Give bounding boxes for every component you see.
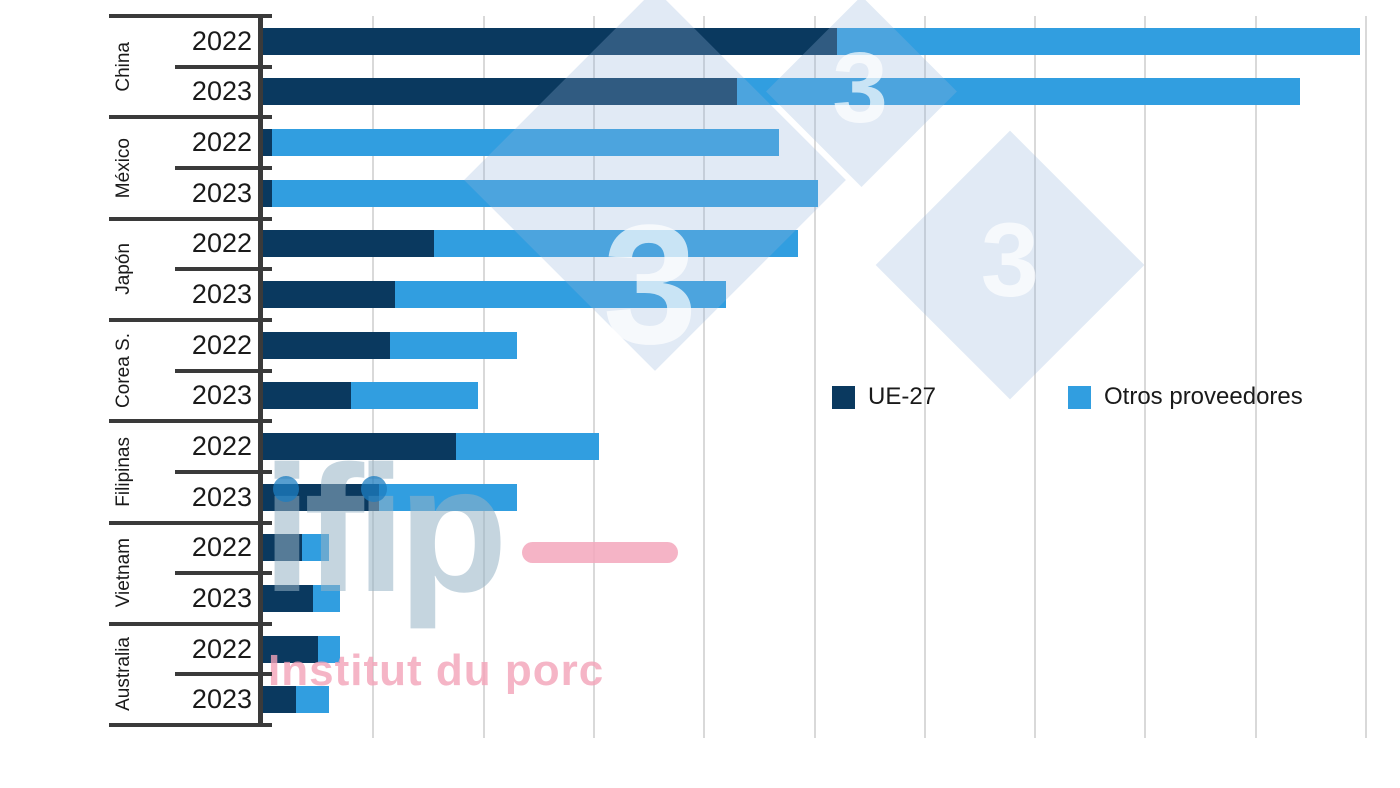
- bar-segment-Otros proveedores: [433, 230, 798, 258]
- group-separator-2: [109, 216, 272, 221]
- bar-segment-Otros proveedores: [378, 483, 517, 511]
- bar-segment-Otros proveedores: [271, 129, 780, 157]
- gridline-8: [1144, 16, 1147, 738]
- bar-segment-UE-27: [263, 686, 297, 714]
- year-label-China-2023: 2023: [191, 76, 252, 107]
- year-label-Filipinas-2023: 2023: [191, 481, 252, 512]
- gridline-1: [372, 16, 375, 738]
- year-label-Filipinas-2022: 2022: [191, 431, 252, 461]
- bar-segment-UE-27: [263, 78, 738, 106]
- legend-swatch-ue27: [832, 385, 855, 409]
- year-separator-1: [175, 64, 272, 69]
- group-separator-4: [109, 419, 272, 424]
- bar-segment-UE-27: [263, 433, 457, 461]
- bar-row-6: [263, 281, 727, 309]
- bar-segment-UE-27: [263, 331, 390, 359]
- gridline-3: [592, 16, 595, 738]
- axis-top-border: [109, 14, 272, 18]
- bar-row-1: [263, 27, 1361, 55]
- gridline-9: [1254, 16, 1257, 738]
- axis-bottom-border: [109, 723, 272, 728]
- year-label-Japón-2023: 2023: [191, 279, 252, 310]
- legend-swatch-otros: [1068, 385, 1091, 409]
- gridline-4: [703, 16, 706, 738]
- gridline-10: [1365, 16, 1367, 738]
- bar-row-2: [263, 78, 1300, 106]
- year-separator-7: [175, 672, 272, 677]
- year-label-Australia-2023: 2023: [191, 684, 252, 715]
- bar-segment-UE-27: [263, 382, 352, 410]
- year-label-Corea S.-2022: 2022: [191, 329, 252, 360]
- y-axis-line: [258, 14, 263, 728]
- bar-row-12: [263, 584, 341, 612]
- year-label-Australia-2022: 2022: [191, 633, 252, 664]
- gridline-7: [1034, 16, 1037, 738]
- bar-segment-Otros proveedores: [301, 534, 330, 562]
- bar-segment-Otros proveedores: [836, 27, 1361, 55]
- bar-segment-Otros proveedores: [296, 686, 330, 714]
- group-separator-1: [109, 115, 272, 120]
- gridline-2: [482, 16, 485, 738]
- year-label-México-2023: 2023: [191, 177, 252, 208]
- bar-row-9: [263, 433, 600, 461]
- bar-segment-Otros proveedores: [318, 635, 341, 663]
- bar-segment-Otros proveedores: [389, 331, 517, 359]
- bar-row-8: [263, 382, 479, 410]
- legend-label-ue27: UE-27: [868, 383, 937, 410]
- bar-row-4: [263, 179, 818, 207]
- gridline-6: [923, 16, 926, 738]
- bar-segment-Otros proveedores: [312, 584, 341, 612]
- bar-row-7: [263, 331, 517, 359]
- legend-item-otros: Otros proveedores: [1068, 383, 1303, 410]
- group-separator-3: [109, 317, 272, 322]
- bar-segment-UE-27: [263, 27, 837, 55]
- gridline-5: [813, 16, 816, 738]
- bar-row-11: [263, 534, 330, 562]
- bar-segment-Otros proveedores: [456, 433, 600, 461]
- group-separator-5: [109, 520, 272, 525]
- bar-segment-UE-27: [263, 281, 396, 309]
- bar-segment-Otros proveedores: [271, 179, 818, 207]
- year-separator-6: [175, 571, 272, 576]
- bar-segment-UE-27: [263, 129, 272, 157]
- year-label-México-2022: 2022: [191, 127, 252, 158]
- bar-segment-Otros proveedores: [737, 78, 1300, 106]
- year-label-Corea S.-2023: 2023: [191, 380, 252, 411]
- bar-segment-Otros proveedores: [395, 281, 727, 309]
- legend-label-otros: Otros proveedores: [1104, 383, 1303, 410]
- bar-row-14: [263, 686, 330, 714]
- year-separator-4: [175, 368, 272, 373]
- year-label-Japón-2022: 2022: [191, 228, 252, 259]
- bar-segment-Otros proveedores: [351, 382, 479, 410]
- year-separator-3: [175, 267, 272, 272]
- year-label-China-2022: 2022: [191, 25, 252, 56]
- bar-segment-UE-27: [263, 230, 434, 258]
- bar-segment-UE-27: [263, 584, 313, 612]
- bar-row-13: [263, 635, 341, 663]
- year-label-Vietnam-2022: 2022: [191, 532, 252, 563]
- year-separator-5: [175, 469, 272, 474]
- bar-row-3: [263, 129, 780, 157]
- bar-segment-UE-27: [263, 534, 302, 562]
- bar-segment-UE-27: [263, 179, 272, 207]
- bar-segment-UE-27: [263, 635, 319, 663]
- bar-row-5: [263, 230, 798, 258]
- legend-item-ue27: UE-27: [832, 383, 937, 410]
- year-separator-2: [175, 165, 272, 170]
- group-separator-6: [109, 621, 272, 626]
- year-label-Vietnam-2023: 2023: [191, 582, 252, 613]
